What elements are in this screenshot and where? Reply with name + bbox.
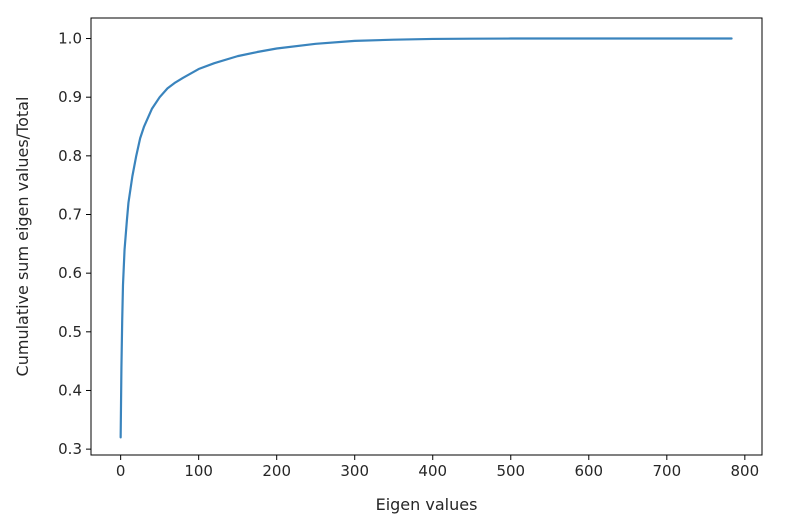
plot-frame	[90, 17, 763, 456]
y-axis-label: Cumulative sum eigen values/Total	[13, 97, 32, 377]
series-line	[119, 37, 733, 439]
x-tick-label: 600	[574, 462, 603, 480]
y-tick-label: 0.3	[58, 440, 82, 458]
x-axis-label: Eigen values	[376, 495, 478, 514]
y-tick-label: 0.4	[58, 381, 82, 399]
y-tick-label: 0.5	[58, 323, 82, 341]
x-tick-label: 400	[418, 462, 447, 480]
x-tick-label: 200	[262, 462, 291, 480]
x-tick-label: 0	[116, 462, 126, 480]
x-tick-label: 500	[496, 462, 525, 480]
y-tick-label: 0.9	[58, 88, 82, 106]
x-tick-label: 100	[184, 462, 213, 480]
x-tick-label: 300	[340, 462, 369, 480]
axis-ticks: 0 100 200 300 400 500 600 700 800 0.3 0.4 0.5 0.6 0.7…	[58, 30, 759, 480]
y-tick-label: 0.8	[58, 147, 82, 165]
y-tick-label: 0.6	[58, 264, 82, 282]
x-tick-label: 800	[731, 462, 760, 480]
y-tick-label: 1.0	[58, 30, 82, 48]
x-tick-label: 700	[652, 462, 681, 480]
y-tick-label: 0.7	[58, 206, 82, 224]
